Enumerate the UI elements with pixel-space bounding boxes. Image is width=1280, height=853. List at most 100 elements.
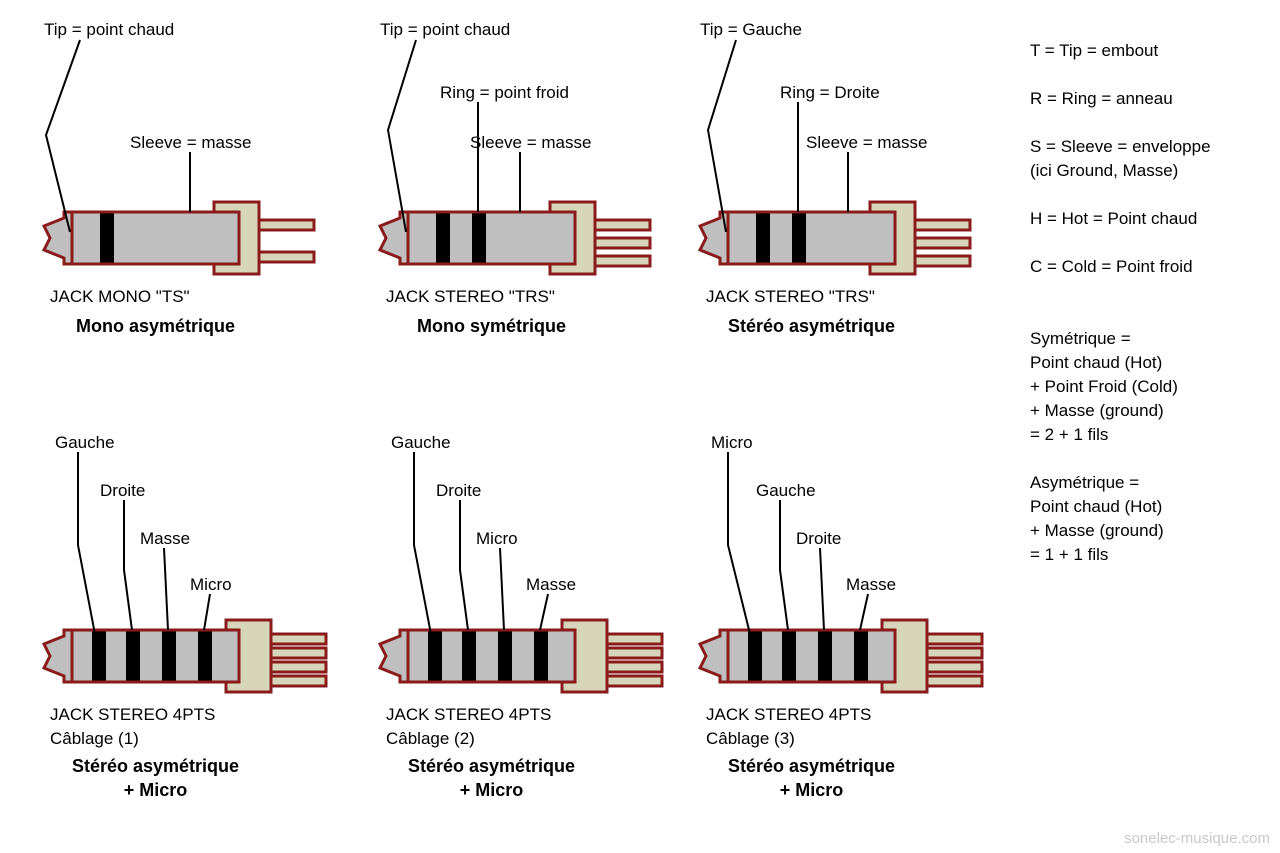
label-text-2: Droite xyxy=(796,529,841,548)
pin-2 xyxy=(927,662,982,672)
legend-line-4: S = Sleeve = enveloppe xyxy=(1030,137,1211,156)
label-text-2: Micro xyxy=(476,529,518,548)
title: Stéréo asymétrique xyxy=(728,756,895,776)
legend-line-19: Point chaud (Hot) xyxy=(1030,497,1162,516)
tip xyxy=(44,630,72,682)
pin-2 xyxy=(595,256,650,266)
label-text-1: Ring = Droite xyxy=(780,83,880,102)
title-2: + Micro xyxy=(124,780,188,800)
ring-3 xyxy=(198,632,212,681)
jack-stereo-trs-asym: Tip = GaucheRing = DroiteSleeve = masseJ… xyxy=(700,20,970,336)
label-text-1: Droite xyxy=(100,481,145,500)
label-text-0: Tip = Gauche xyxy=(700,20,802,39)
pin-2 xyxy=(271,662,326,672)
legend: T = Tip = embout R = Ring = anneau S = Sle… xyxy=(1030,41,1211,564)
tip xyxy=(380,630,408,682)
legend-line-7: H = Hot = Point chaud xyxy=(1030,209,1197,228)
pin-2 xyxy=(915,256,970,266)
ring-2 xyxy=(162,632,176,681)
legend-line-2: R = Ring = anneau xyxy=(1030,89,1173,108)
subtitle-2: Câblage (3) xyxy=(706,729,795,748)
pin-0 xyxy=(915,220,970,230)
legend-line-0: T = Tip = embout xyxy=(1030,41,1158,60)
ring-0 xyxy=(748,632,762,681)
label-line-2 xyxy=(820,548,824,630)
subtitle-1: JACK STEREO 4PTS xyxy=(706,705,871,724)
label-text-3: Masse xyxy=(526,575,576,594)
subtitle-2: Câblage (1) xyxy=(50,729,139,748)
subtitle-2: Câblage (2) xyxy=(386,729,475,748)
pin-1 xyxy=(915,238,970,248)
pin-0 xyxy=(927,634,982,644)
subtitle-1: JACK MONO "TS" xyxy=(50,287,190,306)
label-text-1: Sleeve = masse xyxy=(130,133,251,152)
pin-0 xyxy=(607,634,662,644)
legend-line-12: Symétrique = xyxy=(1030,329,1131,348)
ring-0 xyxy=(428,632,442,681)
pin-0 xyxy=(595,220,650,230)
label-line-3 xyxy=(540,594,548,630)
title-2: + Micro xyxy=(780,780,844,800)
jack-stereo-trs-mono-sym: Tip = point chaud Ring = point froid Sleev… xyxy=(380,20,650,336)
label-text-0: Micro xyxy=(711,433,753,452)
label-text-2: Sleeve = masse xyxy=(470,133,591,152)
barrel xyxy=(72,212,239,264)
label-line-0 xyxy=(78,452,98,650)
label-line-0 xyxy=(708,40,736,232)
label-line-3 xyxy=(860,594,868,630)
barrel xyxy=(728,212,895,264)
label-line-0 xyxy=(46,40,80,232)
label-text-2: Masse xyxy=(140,529,190,548)
legend-line-13: Point chaud (Hot) xyxy=(1030,353,1162,372)
label-text-0: Tip = point chaud xyxy=(44,20,174,39)
diagram-canvas: Tip = point chaud Sleeve = masse JACK MONO… xyxy=(0,0,1280,853)
label-line-1 xyxy=(124,500,132,630)
ring-3 xyxy=(534,632,548,681)
pin-1 xyxy=(927,648,982,658)
title: Mono asymétrique xyxy=(76,316,235,336)
ring-2 xyxy=(818,632,832,681)
title: Stéréo asymétrique xyxy=(728,316,895,336)
subtitle-1: JACK STEREO "TRS" xyxy=(386,287,555,306)
ring-0 xyxy=(100,214,114,263)
pin-0 xyxy=(259,220,314,230)
label-text-2: Sleeve = masse xyxy=(806,133,927,152)
legend-line-9: C = Cold = Point froid xyxy=(1030,257,1193,276)
jack-mono-ts: Tip = point chaud Sleeve = masse JACK MONO… xyxy=(44,20,314,336)
jack-trrs-1: GaucheDroiteMasseMicroJACK STEREO 4PTSCâ… xyxy=(44,433,326,800)
ring-1 xyxy=(126,632,140,681)
subtitle-1: JACK STEREO 4PTS xyxy=(50,705,215,724)
watermark: sonelec-musique.com xyxy=(1124,830,1270,847)
label-line-1 xyxy=(460,500,468,630)
label-text-0: Gauche xyxy=(55,433,115,452)
jack-trrs-3: MicroGaucheDroiteMasseJACK STEREO 4PTSCâ… xyxy=(700,433,982,800)
pin-3 xyxy=(271,676,326,686)
pin-1 xyxy=(259,252,314,262)
label-text-0: Tip = point chaud xyxy=(380,20,510,39)
title-2: + Micro xyxy=(460,780,524,800)
label-text-1: Ring = point froid xyxy=(440,83,569,102)
label-line-2 xyxy=(500,548,504,630)
label-line-0 xyxy=(728,452,754,650)
ring-1 xyxy=(462,632,476,681)
pin-3 xyxy=(927,676,982,686)
ring-1 xyxy=(792,214,806,263)
ring-0 xyxy=(436,214,450,263)
tip xyxy=(700,630,728,682)
ring-1 xyxy=(782,632,796,681)
pin-1 xyxy=(607,648,662,658)
label-text-0: Gauche xyxy=(391,433,451,452)
label-line-0 xyxy=(414,452,434,650)
pin-2 xyxy=(607,662,662,672)
label-line-1 xyxy=(780,500,788,630)
subtitle-1: JACK STEREO 4PTS xyxy=(386,705,551,724)
title: Stéréo asymétrique xyxy=(72,756,239,776)
legend-line-5: (ici Ground, Masse) xyxy=(1030,161,1178,180)
label-line-2 xyxy=(164,548,168,630)
legend-line-20: + Masse (ground) xyxy=(1030,521,1164,540)
pin-1 xyxy=(271,648,326,658)
barrel xyxy=(408,212,575,264)
label-line-3 xyxy=(204,594,210,630)
pin-0 xyxy=(271,634,326,644)
pin-1 xyxy=(595,238,650,248)
